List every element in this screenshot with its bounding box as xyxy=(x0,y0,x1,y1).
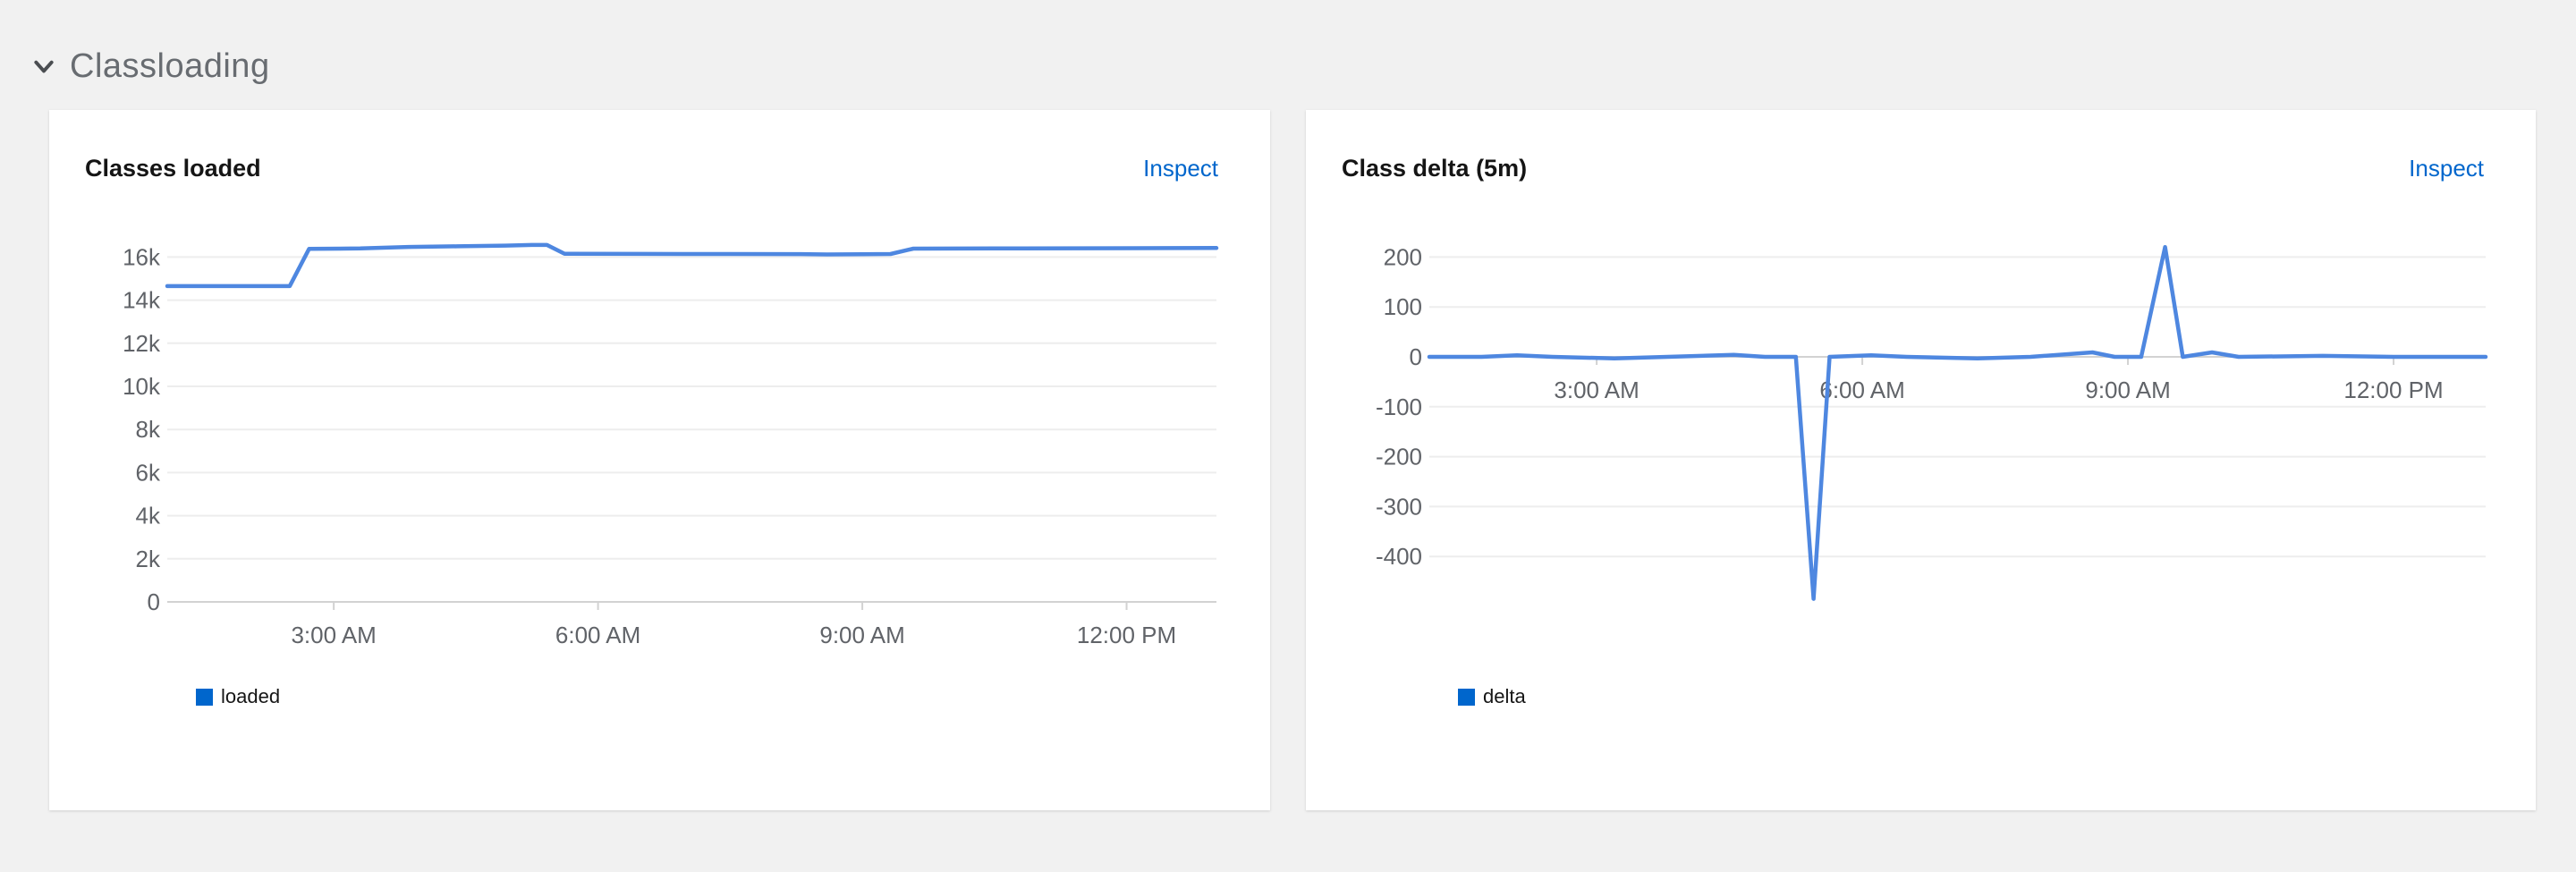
chevron-down-icon[interactable] xyxy=(32,55,55,78)
x-axis-tick-label: 12:00 PM xyxy=(1077,622,1176,648)
x-axis-tick-label: 9:00 AM xyxy=(2085,377,2170,403)
chart-card-classes-loaded: Classes loaded Inspect 16k 14k 12k 10k 8k 6k 4… xyxy=(49,110,1270,810)
y-axis-tick-label: 8k xyxy=(136,416,161,443)
inspect-link[interactable]: Inspect xyxy=(1143,155,1218,182)
y-axis-tick-label: -100 xyxy=(1376,394,1422,420)
legend-item-loaded[interactable]: loaded xyxy=(196,685,280,708)
x-axis-tick-label: 9:00 AM xyxy=(819,622,904,648)
x-axis-tick-label: 12:00 PM xyxy=(2343,377,2443,403)
y-axis-tick-label: 6k xyxy=(136,459,161,486)
x-axis-tick-label: 3:00 AM xyxy=(1554,377,1639,403)
legend-swatch-icon xyxy=(1458,688,1475,706)
panel-title: Class delta (5m) xyxy=(1342,155,1528,182)
series-line-loaded xyxy=(165,242,1219,289)
legend-swatch-icon xyxy=(196,688,213,706)
y-axis-tick-label: 0 xyxy=(1410,343,1422,370)
x-axis-tick-label: 3:00 AM xyxy=(291,622,376,648)
legend-label: loaded xyxy=(221,685,281,707)
y-axis-tick-label: 200 xyxy=(1384,243,1422,270)
y-axis-tick-label: -300 xyxy=(1376,493,1422,520)
y-axis-tick-label: 14k xyxy=(123,287,161,314)
chart-card-class-delta: Class delta (5m) Inspect 200 100 0 -100 -200… xyxy=(1306,110,2536,810)
y-axis-tick-label: 2k xyxy=(136,546,161,572)
classes-loaded-chart[interactable]: 16k 14k 12k 10k 8k 6k 4k 2k 0 3:00 AM 6:00 AM 9:00 … xyxy=(49,110,1270,810)
x-axis-tick-label: 6:00 AM xyxy=(555,622,640,648)
y-axis-tick-label: 4k xyxy=(136,503,161,529)
series-line-delta xyxy=(1427,244,2488,601)
panel-title: Classes loaded xyxy=(85,155,261,182)
legend-label: delta xyxy=(1483,685,1526,707)
y-axis-tick-label: -400 xyxy=(1376,543,1422,570)
x-axis-tick-label: 6:00 AM xyxy=(1819,377,1904,403)
inspect-link[interactable]: Inspect xyxy=(2409,155,2484,182)
panel-header: Classes loaded Inspect xyxy=(85,155,1218,182)
section-toggle-classloading[interactable]: Classloading xyxy=(32,45,270,88)
y-axis-tick-label: 16k xyxy=(123,243,161,270)
class-delta-chart[interactable]: 200 100 0 -100 -200 -300 -400 3:00 AM 6:00 AM 9:0… xyxy=(1306,110,2536,810)
section-title: Classloading xyxy=(70,47,270,85)
y-axis-tick-label: -200 xyxy=(1376,444,1422,470)
panel-header: Class delta (5m) Inspect xyxy=(1342,155,2484,182)
y-axis-tick-label: 0 xyxy=(148,588,160,615)
legend-item-delta[interactable]: delta xyxy=(1458,685,1526,708)
y-axis-tick-label: 12k xyxy=(123,330,161,357)
y-axis-tick-label: 100 xyxy=(1384,293,1422,320)
y-axis-tick-label: 10k xyxy=(123,373,161,400)
